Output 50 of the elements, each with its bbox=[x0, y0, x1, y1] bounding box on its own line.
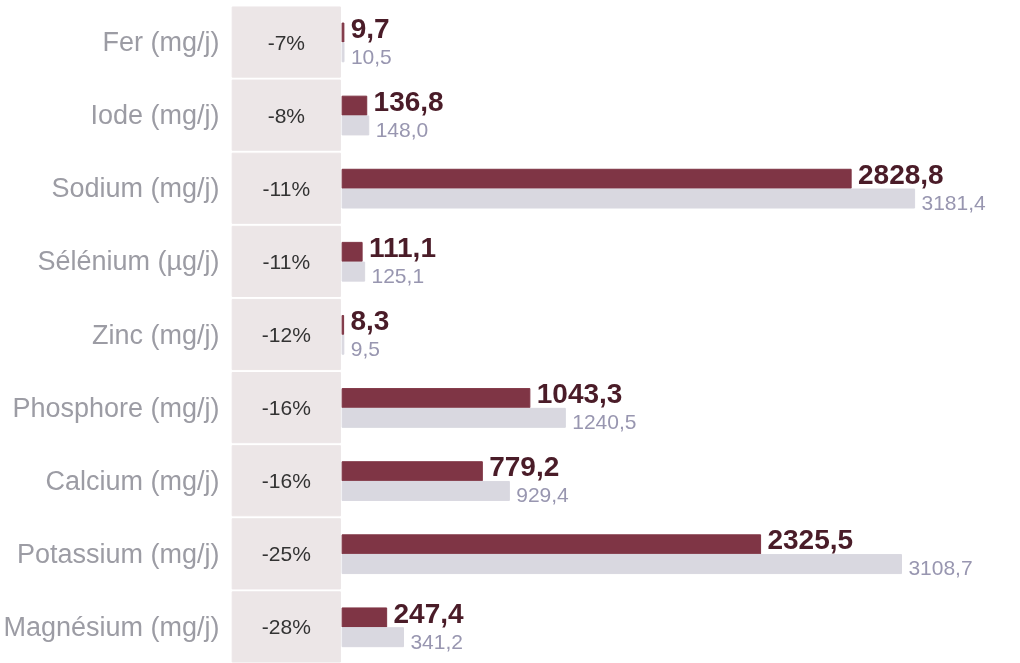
text: -28% bbox=[261, 615, 311, 639]
text: -11% bbox=[262, 176, 311, 200]
bar bbox=[341, 534, 762, 555]
text: -8% bbox=[267, 103, 305, 127]
data-label: 1240,5 bbox=[572, 410, 637, 434]
bar bbox=[341, 241, 363, 262]
text: -11% bbox=[262, 249, 311, 273]
bar bbox=[341, 115, 370, 136]
bar bbox=[341, 627, 405, 648]
bar bbox=[341, 95, 368, 116]
y-tick-label: Iode (mg/j) bbox=[90, 100, 220, 131]
data-label: 148,0 bbox=[375, 117, 429, 141]
bar bbox=[341, 607, 388, 628]
y-tick-label: Calcium (mg/j) bbox=[45, 465, 220, 496]
bar bbox=[341, 388, 531, 409]
y-tick-label: Potassium (mg/j) bbox=[16, 538, 220, 569]
data-label: 3108,7 bbox=[908, 556, 973, 580]
data-label: 111,1 bbox=[368, 232, 436, 263]
data-label: 341,2 bbox=[410, 629, 463, 653]
text: -16% bbox=[261, 396, 311, 420]
bar bbox=[341, 461, 483, 482]
data-label: 2828,8 bbox=[858, 158, 944, 190]
y-tick-label: Sélénium (µg/j) bbox=[37, 246, 220, 277]
data-label: 125,1 bbox=[371, 264, 425, 288]
y-tick-label: Zinc (mg/j) bbox=[92, 319, 220, 350]
bar bbox=[341, 407, 566, 428]
y-tick-label: Sodium (mg/j) bbox=[51, 173, 220, 204]
bar bbox=[341, 554, 903, 575]
text: -7% bbox=[267, 30, 305, 54]
y-tick-label: Fer (mg/j) bbox=[102, 27, 220, 58]
data-label: 3181,4 bbox=[921, 190, 987, 214]
data-label: 247,4 bbox=[393, 597, 465, 629]
data-label: 2325,5 bbox=[767, 524, 854, 556]
data-label: 9,5 bbox=[350, 337, 380, 361]
bar bbox=[341, 188, 916, 209]
y-tick-label: Magnésium (mg/j) bbox=[3, 611, 220, 642]
data-label: 1043,3 bbox=[536, 378, 623, 410]
bar bbox=[341, 480, 510, 501]
text: -25% bbox=[261, 542, 311, 566]
bar bbox=[341, 261, 366, 282]
data-label: 929,4 bbox=[516, 483, 570, 507]
data-label: 136,8 bbox=[373, 85, 444, 117]
data-label: 779,2 bbox=[489, 451, 560, 483]
data-label: 10,5 bbox=[350, 44, 392, 68]
data-label: 8,3 bbox=[350, 305, 390, 337]
data-label: 9,7 bbox=[350, 12, 390, 44]
y-tick-label: Phosphore (mg/j) bbox=[12, 392, 220, 423]
text: -12% bbox=[261, 323, 311, 346]
text: -16% bbox=[261, 469, 311, 493]
bar bbox=[341, 168, 852, 189]
